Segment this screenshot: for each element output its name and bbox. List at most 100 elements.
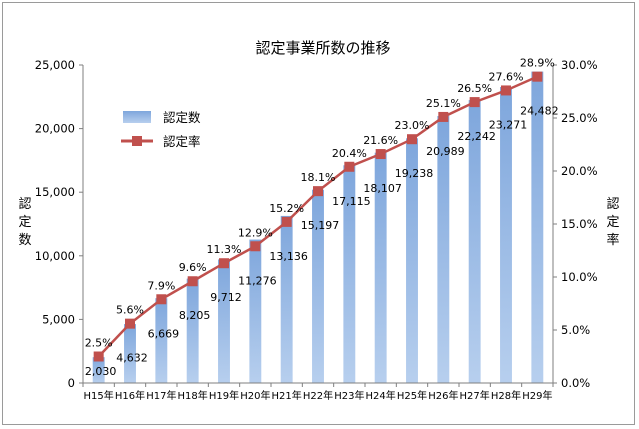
rate-marker-H23年 — [344, 161, 355, 172]
y-right-tick-label: 20.0% — [561, 164, 598, 178]
bar-label: 11,276 — [238, 274, 277, 287]
bar-H17年 — [155, 298, 168, 383]
rate-label: 9.6% — [179, 261, 207, 274]
bar-label: 24,482 — [520, 105, 559, 118]
rate-label: 25.1% — [426, 97, 461, 110]
rate-marker-H28年 — [501, 85, 511, 96]
rate-label: 15.2% — [269, 202, 304, 215]
rate-marker-H19年 — [219, 258, 229, 269]
rate-marker-H29年 — [532, 71, 543, 82]
bar-label: 9,712 — [210, 291, 242, 304]
rate-label: 28.9% — [520, 57, 555, 70]
rate-marker-H21年 — [281, 216, 292, 227]
rate-marker-H17年 — [156, 294, 167, 305]
y-right-tick-label: 10.0% — [561, 270, 598, 284]
x-tick-label: H20年 — [240, 389, 270, 402]
bar-label: 20,989 — [426, 145, 465, 158]
x-tick-label: H15年 — [84, 389, 114, 402]
y-left-tick-label: 5,000 — [42, 312, 75, 326]
data-labels-layer: 2.5% 5.6%7.9% 9.6%11.3% 12.9% 15.2% 18.1% 20.4… — [85, 57, 559, 378]
rate-label: 18.1% — [301, 171, 336, 184]
bar-H18年 — [186, 278, 199, 383]
bar-label: 4,632 — [116, 352, 148, 365]
rate-label: 2.5% — [85, 337, 113, 350]
y-right-tick-label: 30.0% — [561, 58, 598, 72]
bar-H26年 — [437, 116, 450, 383]
y-right-title: 認定率 — [606, 196, 619, 248]
legend-line-label: 認定率 — [163, 134, 201, 149]
rate-marker-H16年 — [125, 318, 135, 329]
bar-label: 15,197 — [301, 219, 340, 232]
rate-marker-H27年 — [469, 97, 480, 108]
line-layer — [93, 71, 543, 362]
bar-H16年 — [124, 324, 136, 383]
x-tick-label: H18年 — [178, 389, 208, 402]
x-tick-label: H26年 — [428, 389, 458, 402]
rate-label: 5.6% — [116, 304, 144, 317]
rate-marker-H18年 — [187, 276, 198, 287]
rate-marker-H22年 — [313, 186, 323, 197]
rate-label: 7.9% — [147, 279, 175, 292]
bar-label: 18,107 — [363, 182, 402, 195]
y-left-title-char: 数 — [18, 233, 31, 248]
x-tick-label: H27年 — [460, 389, 490, 402]
y-right-title-char: 認 — [606, 196, 619, 212]
legend-bar-label: 認定数 — [163, 110, 201, 125]
chart-title: 認定事業所数の推移 — [255, 39, 390, 57]
y-left-title: 認定数 — [18, 196, 31, 248]
x-tick-label: H23年 — [334, 389, 364, 402]
y-left-tick-label: 0 — [68, 376, 75, 390]
bar-label: 13,136 — [269, 250, 308, 263]
bar-H22年 — [312, 189, 324, 383]
bar-H19年 — [218, 259, 230, 383]
x-tick-label: H25年 — [397, 389, 427, 402]
bar-H24年 — [374, 152, 387, 383]
y-right-tick-label: 15.0% — [561, 217, 598, 231]
x-tick-label: H19年 — [209, 389, 239, 402]
rate-label: 26.5% — [457, 82, 492, 95]
x-tick-label: H21年 — [272, 389, 302, 402]
rate-marker-H26年 — [438, 111, 449, 122]
x-tick-label: H22年 — [303, 389, 333, 402]
x-tick-label: H17年 — [146, 389, 176, 402]
chart-svg: 認定事業所数の推移 0 5,000 10,000 15,000 20,000 25,000… — [18, 39, 619, 402]
bar-label: 17,115 — [332, 195, 371, 208]
y-left-title-char: 認 — [18, 196, 31, 212]
y-right-tick-label: 25.0% — [561, 111, 598, 125]
x-tick-label: H24年 — [366, 389, 396, 402]
bar-label: 19,238 — [395, 167, 434, 180]
y-left-tick-label: 25,000 — [35, 58, 75, 72]
axes-layer: 0 5,000 10,000 15,000 20,000 25,000 0.0% 5.0% 10… — [35, 58, 598, 402]
rate-label: 12.9% — [238, 226, 273, 239]
rate-marker-H24年 — [375, 149, 386, 160]
rate-label: 20.4% — [332, 147, 367, 160]
y-left-tick-label: 10,000 — [35, 249, 75, 263]
y-right-title-char: 定 — [606, 215, 619, 230]
rate-marker-H15年 — [93, 351, 104, 362]
x-tick-label: H29年 — [522, 389, 552, 402]
bar-H27年 — [468, 100, 481, 383]
bar-H21年 — [280, 215, 293, 383]
bar-H29年 — [531, 71, 544, 383]
bar-H20年 — [249, 239, 262, 383]
bars-layer — [92, 71, 544, 383]
rate-label: 23.0% — [395, 119, 430, 132]
bar-H28年 — [500, 86, 512, 383]
bar-label: 8,205 — [179, 309, 211, 322]
bar-label: 22,242 — [457, 130, 496, 143]
bar-label: 6,669 — [148, 327, 180, 340]
x-tick-label: H16年 — [115, 389, 145, 402]
y-left-tick-label: 20,000 — [35, 122, 75, 136]
y-right-title-char: 率 — [606, 232, 619, 248]
rate-label: 21.6% — [363, 134, 398, 147]
chart-frame: 認定事業所数の推移 0 5,000 10,000 15,000 20,000 25,000… — [2, 2, 635, 425]
rate-label: 27.6% — [489, 70, 524, 83]
bar-label: 2,030 — [85, 365, 117, 378]
bar-label: 23,271 — [489, 118, 528, 131]
legend-line-marker — [132, 136, 142, 146]
x-tick-label: H28年 — [491, 389, 521, 402]
rate-label: 11.3% — [207, 243, 242, 256]
bar-H15年 — [92, 357, 105, 383]
